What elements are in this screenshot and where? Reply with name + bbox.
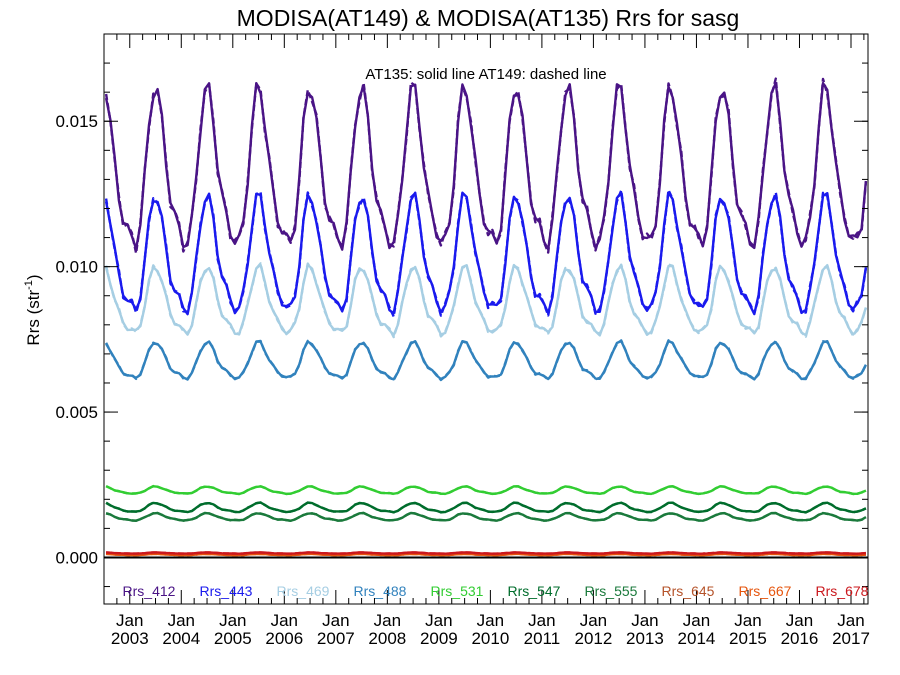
x-tick-label-year: 2014 <box>678 629 716 648</box>
x-tick-label-year: 2010 <box>471 629 509 648</box>
legend-entry-rrs-412: Rrs_412 <box>123 583 176 599</box>
chart-title: MODISA(AT149) & MODISA(AT135) Rrs for sa… <box>237 5 740 31</box>
x-tick-label-year: 2012 <box>574 629 612 648</box>
x-tick-label-year: 2011 <box>524 629 561 648</box>
x-tick-label-year: 2004 <box>162 629 200 648</box>
legend-entry-rrs-667: Rrs_667 <box>739 583 792 599</box>
legend-entry-rrs-645: Rrs_645 <box>662 583 715 599</box>
legend-entry-rrs-443: Rrs_443 <box>200 583 253 599</box>
x-tick-label-year: 2017 <box>832 629 870 648</box>
legend-entry-rrs-678: Rrs_678 <box>816 583 869 599</box>
y-axis-label-text: Rrs (str <box>24 290 43 346</box>
x-tick-label-year: 2003 <box>111 629 149 648</box>
x-tick-label-month: Jan <box>322 611 349 630</box>
series-line-rrs-678-at149 <box>106 551 866 555</box>
legend-entry-rrs-488: Rrs_488 <box>354 583 407 599</box>
x-tick-label-year: 2005 <box>214 629 252 648</box>
x-tick-label-year: 2015 <box>729 629 767 648</box>
x-tick-label-month: Jan <box>477 611 504 630</box>
x-tick-label-year: 2009 <box>420 629 458 648</box>
x-tick-label-month: Jan <box>786 611 813 630</box>
y-axis-label-close: ) <box>24 274 43 280</box>
series-line-rrs-443-at149 <box>104 188 868 318</box>
series-lines <box>104 77 868 557</box>
series-line-rrs-412-at149 <box>104 77 868 255</box>
x-tick-label-month: Jan <box>168 611 195 630</box>
series-line-rrs-531-at149 <box>105 484 867 496</box>
series-line-rrs-547-at149 <box>105 501 867 514</box>
x-tick-label-year: 2008 <box>368 629 406 648</box>
x-tick-label-month: Jan <box>734 611 761 630</box>
x-tick-label-month: Jan <box>528 611 555 630</box>
x-tick-label-month: Jan <box>271 611 298 630</box>
x-tick-label-year: 2016 <box>781 629 819 648</box>
x-tick-label-month: Jan <box>631 611 658 630</box>
y-tick-label: 0.010 <box>55 258 98 277</box>
legend-entry-rrs-555: Rrs_555 <box>585 583 638 599</box>
x-tick-label-month: Jan <box>219 611 246 630</box>
series-line-rrs-555-at149 <box>105 511 867 522</box>
line-style-annotation: AT135: solid line AT149: dashed line <box>365 66 606 83</box>
y-tick-label: 0.005 <box>55 403 98 422</box>
legend-entry-rrs-469: Rrs_469 <box>277 583 330 599</box>
y-tick-label: 0.000 <box>55 548 98 567</box>
plot-frame <box>103 33 869 605</box>
series-line-rrs-547-at135 <box>105 501 867 514</box>
y-axis-label-superscript: -1 <box>23 280 35 290</box>
legend: Rrs_412 Rrs_443 Rrs_469 Rrs_488 Rrs_531 Rrs_5… <box>123 583 869 599</box>
series-line-rrs-488-at135 <box>105 339 867 381</box>
series-line-rrs-469-at149 <box>104 262 868 339</box>
x-tick-label-month: Jan <box>425 611 452 630</box>
x-tick-label-month: Jan <box>374 611 401 630</box>
x-tick-label-month: Jan <box>683 611 710 630</box>
x-tick-label-month: Jan <box>837 611 864 630</box>
y-axis: 0.000 0.005 0.010 0.015 <box>55 62 868 588</box>
y-axis-label: Rrs (str-1) <box>23 274 43 345</box>
x-tick-label-year: 2013 <box>626 629 664 648</box>
legend-entry-rrs-531: Rrs_531 <box>431 583 484 599</box>
x-tick-label-month: Jan <box>580 611 607 630</box>
x-axis: Jan2003Jan2004Jan2005Jan2006Jan2007Jan20… <box>103 34 870 648</box>
legend-entry-rrs-547: Rrs_547 <box>508 583 561 599</box>
y-tick-label: 0.015 <box>55 112 98 131</box>
x-tick-label-year: 2006 <box>265 629 303 648</box>
x-tick-label-month: Jan <box>116 611 143 630</box>
x-tick-label-year: 2007 <box>317 629 355 648</box>
series-line-rrs-667-at149 <box>106 552 867 557</box>
